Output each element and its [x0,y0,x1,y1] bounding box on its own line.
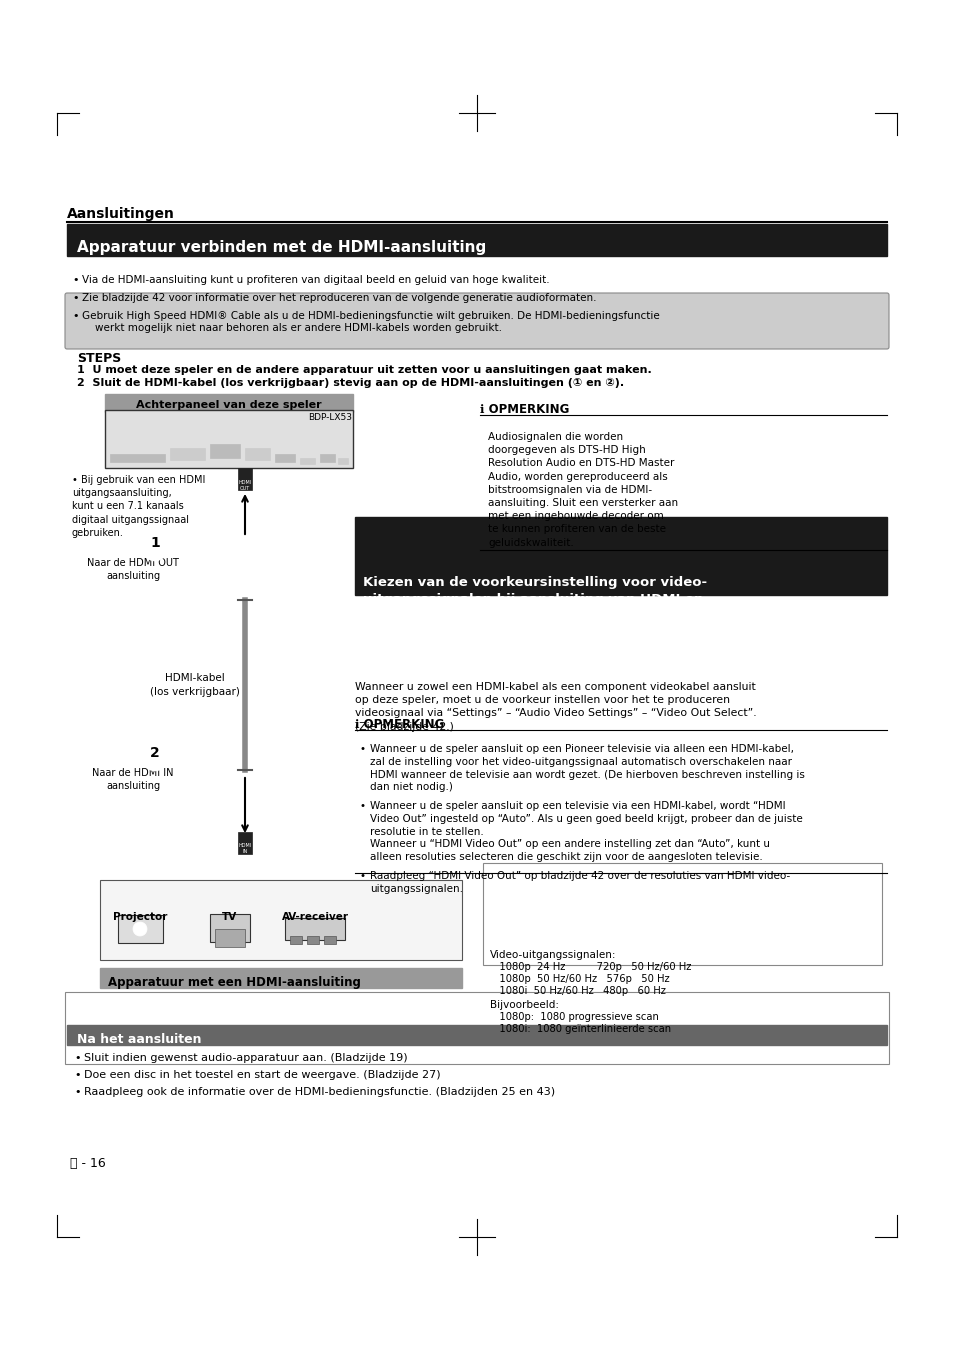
Bar [237,832,252,855]
Text: Gebruik High Speed HDMI® Cable als u de HDMI-bedieningsfunctie wilt gebruiken. D: Gebruik High Speed HDMI® Cable als u de … [82,310,659,332]
Text: 1080p:  1080 progressieve scan: 1080p: 1080 progressieve scan [490,1012,659,1022]
Text: 1080i:  1080 geïnterlinieerde scan: 1080i: 1080 geïnterlinieerde scan [490,1025,670,1034]
Text: •: • [74,1071,80,1080]
Text: Naar de HDMI IN
aansluiting: Naar de HDMI IN aansluiting [92,768,173,791]
Text: Via de HDMI-aansluiting kunt u profiteren van digitaal beeld en geluid van hoge : Via de HDMI-aansluiting kunt u profitere… [82,275,549,285]
Bar [67,1025,886,1045]
Bar [274,454,294,462]
Bar [67,224,886,256]
Text: •: • [74,1053,80,1062]
Text: •: • [359,871,366,882]
Text: •: • [74,1087,80,1098]
Text: ℹ OPMERKING: ℹ OPMERKING [355,718,444,730]
Ellipse shape [143,536,167,560]
Text: 1080i  50 Hz/60 Hz   480p   60 Hz: 1080i 50 Hz/60 Hz 480p 60 Hz [490,986,665,996]
Text: Aansluitingen: Aansluitingen [67,207,174,221]
Text: •: • [71,310,78,321]
FancyBboxPatch shape [65,992,888,1064]
Text: HDMI-kabel
(los verkrijgbaar): HDMI-kabel (los verkrijgbaar) [150,674,240,697]
Text: 1: 1 [150,536,160,549]
Bar [319,454,335,462]
Text: Achterpaneel van deze speler: Achterpaneel van deze speler [136,400,321,410]
Text: ℹ OPMERKING: ℹ OPMERKING [479,404,569,416]
Bar [337,458,348,464]
Bar [210,444,240,458]
Text: HDMI
IN: HDMI IN [238,842,252,853]
Bar [285,918,345,940]
Text: 2  Sluit de HDMI-kabel (los verkrijgbaar) stevig aan op de HDMI-aansluitingen (①: 2 Sluit de HDMI-kabel (los verkrijgbaar)… [77,378,623,389]
Text: •: • [359,744,366,755]
Bar [105,394,353,412]
Bar [290,936,302,944]
Text: Video-uitgangssignalen:: Video-uitgangssignalen: [490,950,616,960]
FancyBboxPatch shape [482,863,882,965]
Bar [299,458,314,464]
Text: TV: TV [222,913,237,922]
Text: Apparatuur met een HDMI-aansluiting: Apparatuur met een HDMI-aansluiting [108,976,360,990]
Bar [170,448,205,460]
Text: STEPS: STEPS [77,352,121,365]
Text: AV-receiver: AV-receiver [281,913,348,922]
Ellipse shape [132,922,147,936]
Bar [210,914,250,942]
Text: Apparatuur verbinden met de HDMI-aansluiting: Apparatuur verbinden met de HDMI-aanslui… [77,240,486,255]
Bar [324,936,335,944]
Text: HDMI
OUT: HDMI OUT [238,481,252,491]
Text: Zie bladzijde 42 voor informatie over het reproduceren van de volgende generatie: Zie bladzijde 42 voor informatie over he… [82,293,596,302]
Text: Kiezen van de voorkeursinstelling voor video-
uitgangssignalen bij aansluiting v: Kiezen van de voorkeursinstelling voor v… [363,576,706,624]
Text: Ⓝ - 16: Ⓝ - 16 [70,1157,106,1170]
Text: Doe een disc in het toestel en start de weergave. (Bladzijde 27): Doe een disc in het toestel en start de … [84,1071,440,1080]
Bar [307,936,318,944]
Ellipse shape [143,747,167,769]
Text: Raadpleeg ook de informatie over de HDMI-bedieningsfunctie. (Bladzijden 25 en 43: Raadpleeg ook de informatie over de HDMI… [84,1087,555,1098]
Text: 1080p  24 Hz          720p   50 Hz/60 Hz: 1080p 24 Hz 720p 50 Hz/60 Hz [490,963,691,972]
Text: Sluit indien gewenst audio-apparatuur aan. (Bladzijde 19): Sluit indien gewenst audio-apparatuur aa… [84,1053,407,1062]
Text: •: • [71,275,78,285]
Bar [105,410,353,468]
Bar [118,915,163,944]
Text: 1080p  50 Hz/60 Hz   576p   50 Hz: 1080p 50 Hz/60 Hz 576p 50 Hz [490,973,669,984]
Text: •: • [359,801,366,811]
Text: Wanneer u de speler aansluit op een Pioneer televisie via alleen een HDMI-kabel,: Wanneer u de speler aansluit op een Pion… [370,744,804,792]
Text: Bijvoorbeeld:: Bijvoorbeeld: [490,1000,558,1010]
Text: Na het aansluiten: Na het aansluiten [77,1033,201,1046]
Text: Naar de HDMI OUT
aansluiting: Naar de HDMI OUT aansluiting [87,558,179,582]
Bar [237,468,252,490]
Text: Audiosignalen die worden
doorgegeven als DTS-HD High
Resolution Audio en DTS-HD : Audiosignalen die worden doorgegeven als… [488,432,678,548]
Text: 2: 2 [150,747,160,760]
Text: Wanneer u zowel een HDMI-kabel als een component videokabel aansluit
op deze spe: Wanneer u zowel een HDMI-kabel als een c… [355,682,756,732]
Bar [245,448,270,460]
Bar [100,880,461,960]
Text: Projector: Projector [112,913,167,922]
Text: •: • [71,293,78,302]
Text: Raadpleeg “HDMI Video Out” op bladzijde 42 over de resoluties van HDMI video-
ui: Raadpleeg “HDMI Video Out” op bladzijde … [370,871,789,894]
Text: • Bij gebruik van een HDMI
uitgangsaansluiting,
kunt u een 7.1 kanaals
digitaal : • Bij gebruik van een HDMI uitgangsaansl… [71,475,205,537]
Text: Wanneer u de speler aansluit op een televisie via een HDMI-kabel, wordt “HDMI
Vi: Wanneer u de speler aansluit op een tele… [370,801,801,863]
Bar [100,968,461,988]
FancyBboxPatch shape [65,293,888,350]
Bar [355,517,886,595]
Bar [110,454,165,462]
Text: BDP-LX53: BDP-LX53 [308,413,352,423]
Bar [214,929,245,946]
Text: 1  U moet deze speler en de andere apparatuur uit zetten voor u aansluitingen ga: 1 U moet deze speler en de andere appara… [77,364,651,375]
